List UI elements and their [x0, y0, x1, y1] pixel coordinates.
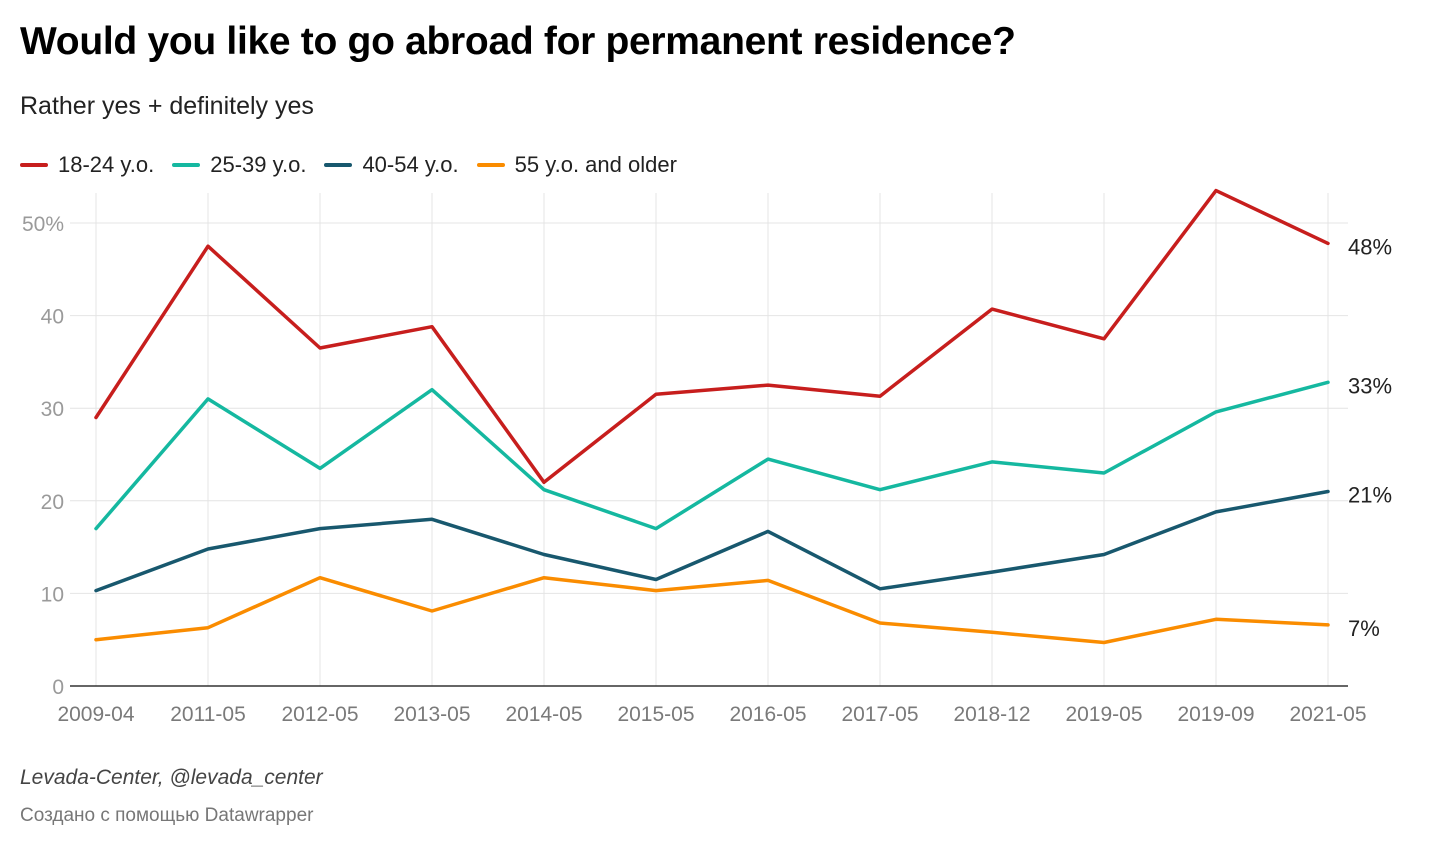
end-value-label: 48%	[1348, 234, 1392, 259]
legend-item: 55 y.o. and older	[476, 152, 677, 178]
x-tick-label: 2019-09	[1177, 703, 1254, 726]
x-tick-label: 2018-12	[953, 703, 1030, 726]
y-tick-label: 20	[41, 491, 64, 514]
x-tick-label: 2013-05	[393, 703, 470, 726]
x-tick-label: 2021-05	[1289, 703, 1366, 726]
legend-label: 40-54 y.o.	[362, 152, 459, 177]
x-tick-label: 2017-05	[841, 703, 918, 726]
legend-item: 18-24 y.o.	[20, 152, 154, 178]
credit-note: Создано с помощью Datawrapper	[20, 805, 314, 826]
legend-swatch	[476, 163, 505, 167]
x-tick-label: 2009-04	[57, 703, 134, 726]
legend-item: 25-39 y.o.	[172, 152, 306, 178]
end-value-label: 21%	[1348, 483, 1392, 508]
legend-swatch	[172, 163, 201, 167]
end-value-label: 7%	[1348, 616, 1380, 641]
x-tick-label: 2014-05	[505, 703, 582, 726]
legend-swatch	[20, 163, 48, 167]
x-tick-label: 2016-05	[729, 703, 806, 726]
legend-swatch	[324, 163, 353, 167]
legend-label: 25-39 y.o.	[210, 152, 307, 177]
x-tick-label: 2019-05	[1065, 703, 1142, 726]
x-tick-label: 2011-05	[170, 703, 246, 726]
y-tick-label: 30	[41, 398, 64, 421]
legend-item: 40-54 y.o.	[324, 152, 459, 178]
y-tick-label: 50%	[22, 213, 64, 236]
legend-label: 55 y.o. and older	[514, 152, 677, 177]
legend-label: 18-24 y.o.	[58, 152, 155, 177]
x-tick-label: 2015-05	[617, 703, 694, 726]
y-tick-label: 10	[41, 583, 64, 606]
x-tick-label: 2012-05	[281, 703, 358, 726]
series-line	[94, 380, 1330, 531]
chart-title: Would you like to go abroad for permanen…	[20, 20, 1016, 63]
y-tick-label: 40	[41, 306, 64, 329]
source-note: Levada-Center, @levada_center	[20, 766, 323, 789]
series-line	[94, 489, 1330, 593]
series-line	[94, 188, 1330, 485]
end-value-label: 33%	[1348, 373, 1392, 398]
legend: 18-24 y.o. 25-39 y.o. 40-54 y.o. 55 y.o.…	[20, 152, 695, 178]
series-line	[94, 575, 1330, 645]
chart-subtitle: Rather yes + definitely yes	[20, 92, 314, 120]
y-tick-label: 0	[52, 676, 64, 699]
